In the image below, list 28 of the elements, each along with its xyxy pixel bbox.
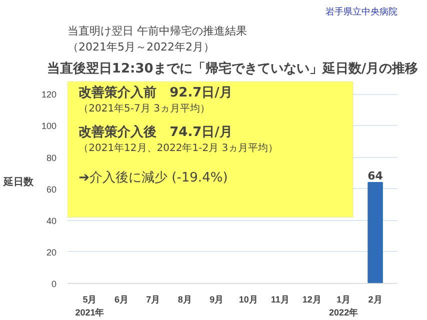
annotation: ➔介入後に減少 (-19.4%) <box>78 170 228 186</box>
y-tick-label: 0 <box>51 279 57 289</box>
text: 岩手県立中央病院 <box>326 6 398 18</box>
annotation: 改善策介入後 74.7日/月 <box>78 124 232 140</box>
y-tick-label: 40 <box>46 216 57 226</box>
x-tick-label: 9月 <box>210 294 224 304</box>
y-tick-label: 80 <box>46 152 57 163</box>
annotation: （2021年12月、2022年1-2月 3ヵ月平均） <box>78 142 278 154</box>
x-tick-label: 12月 <box>302 294 322 304</box>
x-tick-label: 11月 <box>270 294 290 304</box>
annotation: （2021年5-7月 3ヵ月平均） <box>78 102 210 115</box>
x-tick-label: 7月 <box>146 294 160 304</box>
x-tick-label: 8月 <box>178 294 192 304</box>
y-axis-title: 延日数 <box>2 176 34 188</box>
x-tick-label: 5月 2021年 <box>75 294 104 318</box>
y-tick-label: 20 <box>46 247 57 258</box>
y-tick-label: 100 <box>41 121 57 132</box>
x-tick-label: 10月 <box>238 294 258 304</box>
x-tick-label: 1月 2022年 <box>329 294 358 318</box>
x-tick-label: 2月 <box>368 294 382 304</box>
annotation: 改善策介入前 92.7日/月 <box>78 84 232 100</box>
chart-subtitle: 当直明け翌日 午前中帰宅の推進結果 <box>68 24 247 38</box>
text: （2021年5月～2022年2月） <box>68 40 214 54</box>
data-label: 64 <box>368 170 384 182</box>
chart-title: 当直後翌日12:30までに「帰宅できていない」延日数/月の推移 <box>46 60 418 76</box>
x-tick-label: 6月 <box>114 294 128 304</box>
y-tick-label: 120 <box>41 90 57 100</box>
y-tick-label: 60 <box>46 184 57 194</box>
